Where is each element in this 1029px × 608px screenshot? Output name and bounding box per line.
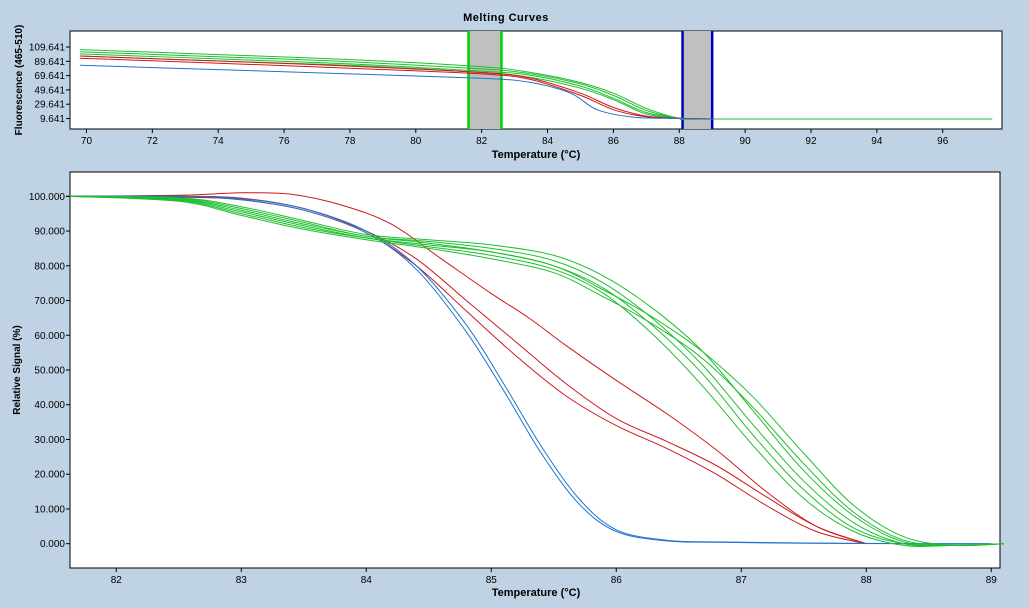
overview-x-tick-label: 74 [213, 136, 225, 147]
overview-x-tick-label: 70 [81, 136, 93, 147]
overview-x-tick-label: 92 [805, 136, 817, 147]
overview-x-axis-title: Temperature (°C) [492, 149, 581, 161]
relative-signal-series-blue-2[interactable] [66, 195, 992, 545]
overview-series-red-2[interactable] [79, 57, 713, 120]
relative-signal-y-tick-label: 10.000 [34, 504, 65, 515]
overview-y-axis-title: Fluorescence (465-510) [14, 25, 25, 136]
relative-signal-x-tick-label: 87 [736, 575, 748, 586]
relative-signal-series-red-2[interactable] [66, 195, 867, 545]
relative-signal-x-tick-label: 84 [361, 575, 373, 586]
relative-signal-y-tick-label: 90.000 [34, 227, 65, 238]
relative-signal-panel: 82 83 84 85 86 87 88 89 0.000 10.000 20.000 30.000 4… [12, 171, 1004, 599]
overview-x-tick-label: 90 [740, 136, 752, 147]
relative-signal-y-tick-label: 70.000 [34, 296, 65, 307]
relative-signal-x-tick-label: 89 [986, 575, 998, 586]
relative-signal-series-red-1[interactable] [66, 192, 867, 545]
chart-title: Melting Curves [463, 12, 549, 24]
overview-y-tick-label: 49.641 [34, 85, 65, 96]
overview-x-tick-label: 94 [871, 136, 883, 147]
region-1-fill[interactable] [468, 31, 502, 129]
overview-y-tick-label: 29.641 [34, 100, 65, 111]
overview-panel: 70 72 74 76 78 80 82 84 86 88 90 92 94 96 9.641 29.641 4… [14, 25, 1003, 161]
overview-y-tick-label: 89.641 [34, 57, 65, 68]
overview-x-tick-label: 78 [344, 136, 356, 147]
relative-signal-series-green-2[interactable] [66, 195, 1004, 547]
relative-signal-x-tick-label: 86 [611, 575, 623, 586]
overview-y-tick-label: 9.641 [40, 114, 65, 125]
relative-signal-series-green-1[interactable] [66, 195, 1004, 546]
relative-signal-series-green-5[interactable] [66, 195, 1004, 547]
overview-x-tick-label: 88 [674, 136, 686, 147]
overview-y-tick-label: 69.641 [34, 71, 65, 82]
relative-signal-x-axis-title: Temperature (°C) [492, 587, 581, 599]
overview-x-tick-label: 96 [937, 136, 949, 147]
overview-plot-area[interactable] [69, 30, 1003, 130]
relative-signal-x-tick-label: 85 [486, 575, 498, 586]
relative-signal-y-tick-label: 80.000 [34, 261, 65, 272]
overview-x-tick-label: 84 [542, 136, 554, 147]
relative-signal-series-green-4[interactable] [66, 195, 1004, 547]
overview-x-tick-label: 80 [410, 136, 422, 147]
relative-signal-series-green-6[interactable] [66, 195, 1004, 547]
relative-signal-y-tick-label: 100.000 [29, 192, 66, 203]
relative-signal-x-tick-label: 82 [111, 575, 123, 586]
overview-x-tick-label: 86 [608, 136, 620, 147]
region-2-fill[interactable] [682, 31, 713, 129]
relative-signal-series-green-3[interactable] [66, 195, 1004, 547]
overview-series-blue-1[interactable] [79, 64, 713, 120]
overview-x-tick-label: 76 [279, 136, 291, 147]
relative-signal-y-tick-label: 0.000 [40, 539, 65, 550]
relative-signal-plot-area[interactable] [69, 171, 1001, 569]
relative-signal-x-tick-label: 88 [861, 575, 873, 586]
overview-y-tick-label: 109.641 [29, 42, 66, 53]
overview-x-tick-label: 72 [147, 136, 159, 147]
relative-signal-y-tick-label: 40.000 [34, 400, 65, 411]
relative-signal-y-tick-label: 30.000 [34, 435, 65, 446]
relative-signal-y-tick-label: 60.000 [34, 331, 65, 342]
relative-signal-x-tick-label: 83 [236, 575, 248, 586]
relative-signal-y-axis-title: Relative Signal (%) [12, 325, 23, 414]
overview-x-tick-label: 82 [476, 136, 488, 147]
relative-signal-y-tick-label: 50.000 [34, 366, 65, 377]
relative-signal-y-tick-label: 20.000 [34, 470, 65, 481]
